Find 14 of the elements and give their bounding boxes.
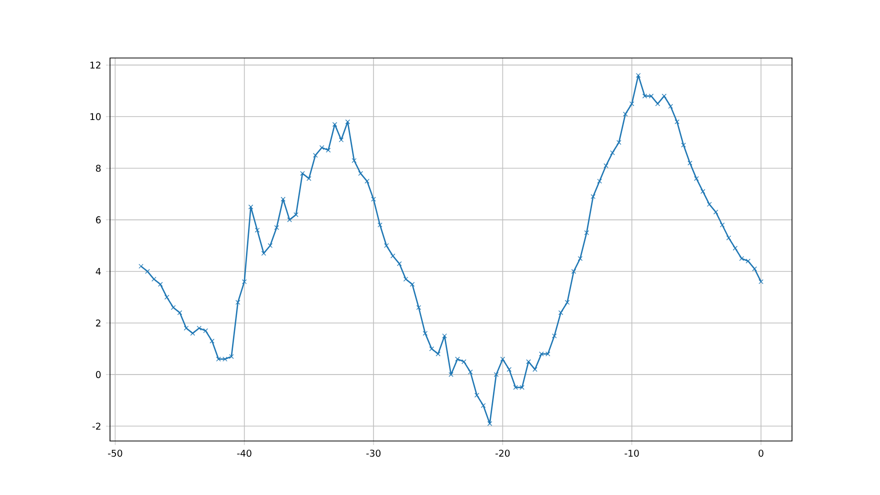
x-tick-label: -50 xyxy=(108,450,122,457)
y-tick-label: 8 xyxy=(96,164,101,172)
y-tick-label: -2 xyxy=(92,422,100,430)
y-tick-label: 4 xyxy=(96,268,101,275)
x-tick-label: -40 xyxy=(237,450,252,457)
y-tick-label: 12 xyxy=(90,62,100,69)
y-tick-label: 2 xyxy=(96,320,100,326)
x-tick-label: 0 xyxy=(758,450,764,457)
y-tick-label: 6 xyxy=(96,216,101,224)
x-tick-label: -10 xyxy=(624,450,639,457)
y-tick-label: 10 xyxy=(90,113,101,120)
y-tick-label: 0 xyxy=(96,371,101,378)
x-tick-label: -30 xyxy=(366,450,381,457)
x-tick-label: -20 xyxy=(496,450,510,457)
